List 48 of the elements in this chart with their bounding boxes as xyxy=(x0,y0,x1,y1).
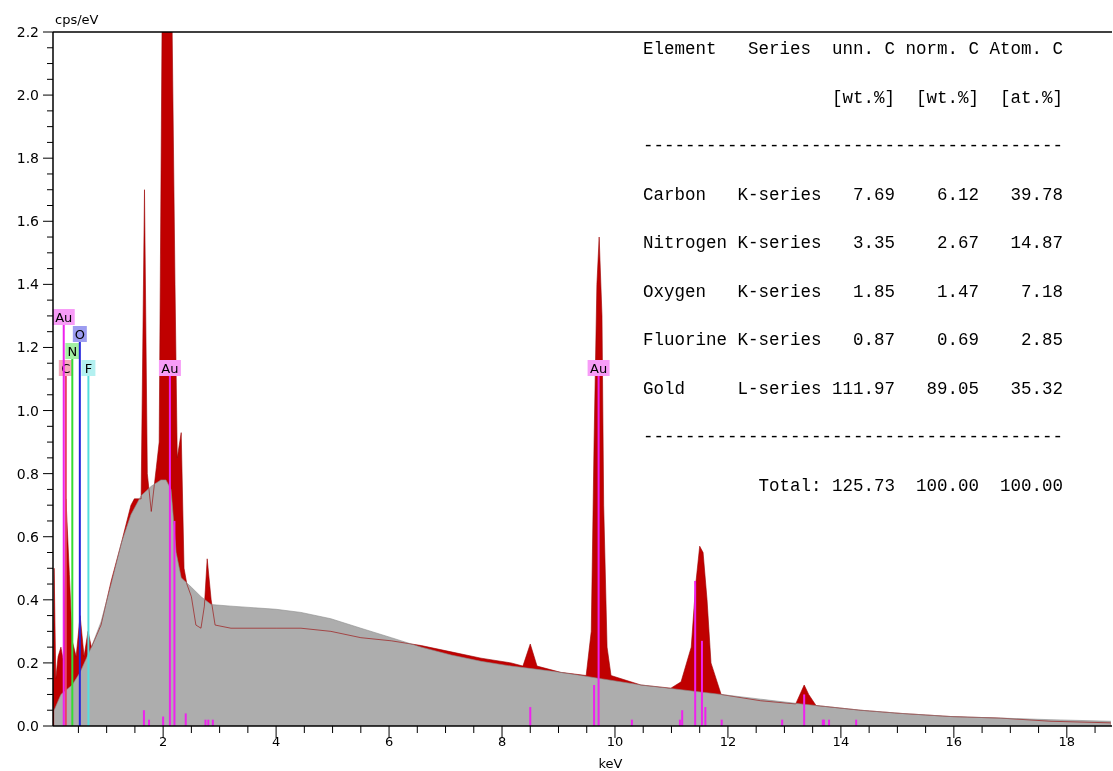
ref-line-label: N xyxy=(67,344,78,359)
ref-line-label: Au xyxy=(590,361,608,376)
x-tick-label: 18 xyxy=(1058,734,1076,749)
y-tick-label: 1.2 xyxy=(16,339,39,356)
y-tick-label: 0.4 xyxy=(16,591,40,608)
annotation: Element Series unn. C norm. C Atom. C xyxy=(643,39,1064,59)
ref-line-label: Au xyxy=(161,361,179,376)
x-tick-label: 4 xyxy=(271,734,281,749)
bar xyxy=(529,707,532,726)
x-tick-label: 6 xyxy=(384,734,394,749)
annotation: Gold L-series 111.97 89.05 35.32 xyxy=(643,378,1064,399)
x-tick-label: 2 xyxy=(159,734,168,749)
x-tick-label: 16 xyxy=(945,734,963,749)
ref-line-label: Au xyxy=(55,310,73,325)
x-tick-label: 12 xyxy=(719,734,737,749)
y-tick-label: 2.0 xyxy=(16,87,39,104)
y-tick-label: 0.0 xyxy=(16,718,39,734)
y-tick-label: 1.0 xyxy=(16,402,39,419)
ref-line-label: F xyxy=(84,361,93,376)
annotation: [wt.%] [wt.%] [at.%] xyxy=(643,87,1064,108)
bar xyxy=(803,694,806,726)
x-tick-label: 8 xyxy=(497,734,507,749)
annotation: ---------------------------------------- xyxy=(643,136,1064,156)
x-axis-title: keV xyxy=(598,756,623,771)
y-tick-label: 1.8 xyxy=(16,150,39,167)
annotation: Nitrogen K-series 3.35 2.67 14.87 xyxy=(643,233,1064,253)
bar xyxy=(681,710,684,726)
x-tick-label: 14 xyxy=(832,734,850,749)
bar xyxy=(593,684,596,726)
annotation: Total: 125.73 100.00 100.00 xyxy=(643,475,1064,496)
annotation: ---------------------------------------- xyxy=(643,427,1064,447)
bar xyxy=(173,520,176,726)
bar xyxy=(142,710,145,726)
bar xyxy=(694,580,697,726)
annotation: Fluorine K-series 0.87 0.69 2.85 xyxy=(643,330,1064,350)
y-tick-label: 0.6 xyxy=(16,528,40,545)
bar xyxy=(700,640,703,726)
y-axis-title: cps/eV xyxy=(55,12,99,27)
y-tick-label: 0.2 xyxy=(16,654,39,671)
y-tick-label: 1.4 xyxy=(16,276,40,293)
annotation: Oxygen K-series 1.85 1.47 7.18 xyxy=(643,281,1064,302)
y-tick-label: 1.6 xyxy=(16,213,40,230)
ref-line-label: O xyxy=(74,327,85,342)
bar xyxy=(184,713,187,726)
y-tick-label: 2.2 xyxy=(16,24,39,40)
y-tick-label: 0.8 xyxy=(16,465,39,482)
x-tick-label: 10 xyxy=(606,734,624,749)
annotation: Carbon K-series 7.69 6.12 39.78 xyxy=(643,184,1064,205)
